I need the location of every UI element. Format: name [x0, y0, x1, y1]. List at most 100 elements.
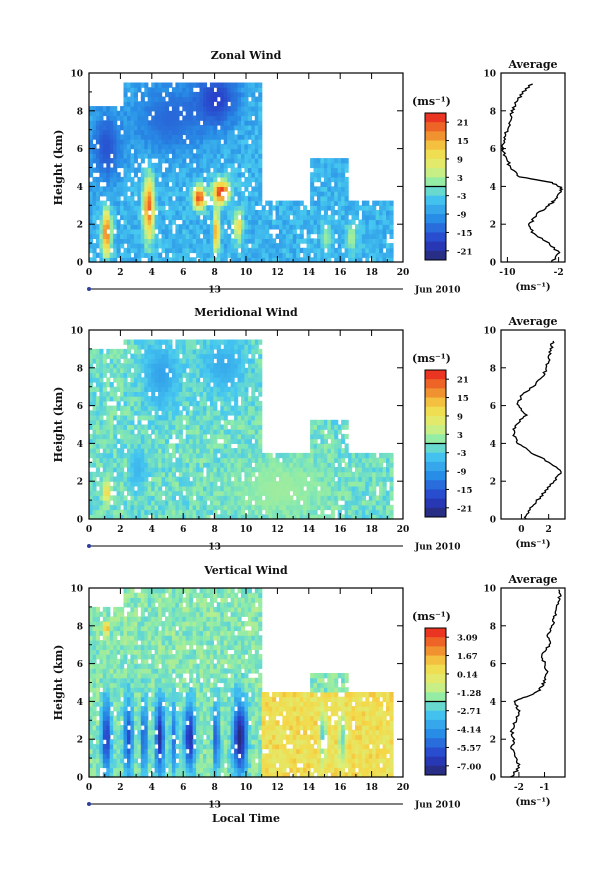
heatmap-cell	[206, 247, 211, 254]
heatmap-cell	[341, 191, 346, 197]
heatmap-cell	[244, 148, 249, 154]
heatmap-cell	[161, 429, 166, 435]
heatmap-cell	[123, 438, 128, 444]
heatmap-cell	[89, 191, 94, 197]
heatmap-cell	[120, 210, 125, 216]
heatmap-cell	[171, 429, 176, 435]
heatmap-cell	[185, 396, 190, 402]
heatmap-cell	[251, 433, 256, 440]
heatmap-cell	[165, 243, 170, 249]
heatmap-cell	[199, 467, 204, 473]
heatmap-cell	[127, 386, 132, 392]
heatmap-cell	[158, 143, 163, 150]
heatmap-cell	[237, 252, 242, 258]
heatmap-cell	[227, 405, 232, 411]
heatmap-cell	[178, 367, 183, 374]
profile-line	[500, 83, 564, 263]
heatmap-cell	[133, 490, 138, 496]
heatmap-cell	[213, 176, 218, 183]
heatmap-cell	[275, 200, 280, 206]
heatmap-cell	[120, 115, 125, 121]
heatmap-cell	[341, 228, 346, 235]
heatmap-cell	[337, 167, 342, 173]
heatmap-cell	[196, 143, 201, 150]
heatmap-cell	[158, 186, 163, 192]
heatmap-cell	[140, 443, 145, 449]
heatmap-cell	[154, 481, 159, 487]
heatmap-cell	[130, 509, 135, 515]
heatmap-cell	[206, 467, 211, 473]
heatmap-cell	[133, 106, 138, 112]
heatmap-cell	[237, 228, 242, 235]
heatmap-cell	[206, 339, 211, 345]
heatmap-cell	[265, 238, 270, 244]
heatmap-cell	[147, 367, 152, 374]
heatmap-cell	[178, 514, 183, 520]
heatmap-cell	[178, 400, 183, 407]
heatmap-cell	[185, 257, 190, 263]
heatmap-cell	[102, 396, 107, 402]
heatmap-cell	[216, 243, 221, 249]
profile-x-label: (ms⁻¹)	[515, 539, 550, 550]
heatmap-cell	[168, 214, 173, 221]
heatmap-cell	[175, 228, 180, 235]
heatmap-cell	[189, 353, 194, 359]
heatmap-cell	[89, 490, 94, 496]
heatmap-cell	[95, 630, 100, 636]
heatmap-cell	[95, 621, 100, 627]
heatmap-cell	[258, 238, 263, 244]
heatmap-cell	[165, 457, 170, 463]
heatmap-cell	[116, 504, 121, 511]
heatmap-cell	[127, 424, 132, 430]
heatmap-cell	[178, 429, 183, 435]
heatmap-cell	[196, 125, 201, 131]
heatmap-cell	[241, 115, 246, 121]
profile-y-tick-label: 4	[490, 440, 496, 450]
heatmap-cell	[199, 424, 204, 430]
heatmap-cell	[113, 219, 118, 225]
heatmap-cell	[337, 485, 342, 492]
heatmap-cell	[230, 382, 235, 388]
heatmap-cell	[265, 481, 270, 487]
heatmap-cell	[161, 195, 166, 202]
heatmap-cell	[203, 476, 208, 482]
heatmap-cell	[133, 115, 138, 121]
heatmap-cell	[92, 673, 97, 679]
heatmap-cell	[389, 224, 394, 230]
heatmap-cell	[137, 391, 142, 397]
heatmap-cell	[261, 467, 266, 473]
heatmap-cell	[175, 186, 180, 192]
heatmap-cell	[358, 500, 363, 506]
heatmap-cell	[216, 358, 221, 364]
heatmap-cell	[92, 772, 97, 778]
heatmap-cell	[116, 219, 121, 225]
heatmap-cell	[299, 481, 304, 487]
heatmap-cell	[244, 158, 249, 164]
heatmap-cell	[144, 476, 149, 482]
heatmap-cell	[165, 125, 170, 131]
heatmap-cell	[144, 195, 149, 202]
heatmap-cell	[327, 500, 332, 506]
heatmap-cell	[244, 233, 249, 239]
heatmap-cell	[258, 224, 263, 230]
heatmap-cell	[178, 186, 183, 192]
heatmap-cell	[247, 344, 252, 350]
heatmap-cell	[102, 448, 107, 454]
colorbar-segment	[425, 480, 446, 490]
heatmap-cell	[382, 228, 387, 235]
heatmap-cell	[106, 191, 111, 197]
heatmap-cell	[95, 158, 100, 164]
heatmap-cell	[251, 372, 256, 378]
heatmap-cell	[285, 233, 290, 239]
heatmap-cell	[127, 462, 132, 468]
heatmap-cell	[151, 167, 156, 173]
heatmap-cell	[254, 247, 259, 254]
heatmap-cell	[209, 228, 214, 235]
heatmap-cell	[120, 158, 125, 164]
heatmap-cell	[227, 443, 232, 449]
heatmap-cell	[109, 424, 114, 430]
heatmap-cell	[223, 214, 228, 221]
heatmap-cell	[241, 82, 246, 88]
heatmap-cell	[144, 396, 149, 402]
heatmap-cell	[237, 405, 242, 411]
